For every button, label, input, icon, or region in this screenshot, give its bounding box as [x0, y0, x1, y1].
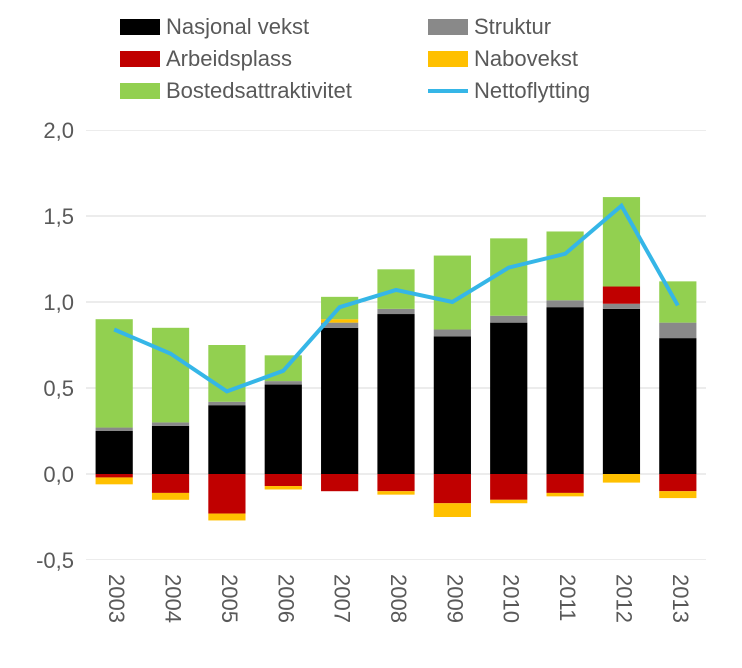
bar-segment: [321, 474, 358, 491]
x-tick-label: 2006: [272, 574, 298, 623]
bar-segment: [265, 474, 302, 486]
x-tick-label: 2009: [441, 574, 467, 623]
bar-segment: [208, 514, 245, 521]
bar-segment: [208, 474, 245, 514]
x-tick-label: 2008: [385, 574, 411, 623]
x-tick-label: 2004: [160, 574, 186, 623]
bar-segment: [152, 493, 189, 500]
legend-swatch: [428, 51, 468, 67]
x-tick-label: 2013: [667, 574, 693, 623]
x-tick-label: 2011: [554, 574, 580, 621]
legend-swatch: [120, 19, 160, 35]
bar-segment: [152, 422, 189, 425]
legend-swatch: [428, 19, 468, 35]
x-axis: 2003 2004 2005 2006 2007 2008 2009 2010 2011 2012…: [86, 568, 706, 658]
bar-segment: [490, 316, 527, 323]
bar-segment: [659, 474, 696, 491]
bar-segment: [321, 328, 358, 474]
bar-segment: [265, 486, 302, 489]
x-tick-label: 2003: [103, 574, 129, 623]
bar-segment: [208, 405, 245, 474]
bar-segment: [490, 500, 527, 503]
y-tick-label: -0,5: [0, 548, 74, 574]
bar-segment: [659, 338, 696, 474]
bar-segment: [434, 474, 471, 503]
bar-segment: [659, 491, 696, 498]
legend-swatch: [120, 83, 160, 99]
bar-segment: [152, 328, 189, 423]
bar-segment: [434, 330, 471, 337]
y-tick-label: 2,0: [0, 118, 74, 144]
bar-segment: [96, 431, 133, 474]
bar-group-2010: [490, 238, 527, 503]
plot-area: [86, 130, 706, 560]
bar-group-2007: [321, 297, 358, 491]
bar-segment: [546, 300, 583, 307]
legend-line-swatch: [428, 89, 468, 93]
legend-item: Bostedsattraktivitet: [120, 78, 404, 104]
bar-segment: [546, 493, 583, 496]
bar-segment: [377, 474, 414, 491]
bar-segment: [152, 426, 189, 474]
legend-item: Arbeidsplass: [120, 46, 404, 72]
bar-segment: [377, 491, 414, 494]
x-tick-label: 2010: [498, 574, 524, 623]
legend-label: Arbeidsplass: [166, 46, 292, 72]
bar-segment: [208, 402, 245, 405]
bar-group-2005: [208, 345, 245, 520]
bar-segment: [377, 309, 414, 314]
legend-swatch: [120, 51, 160, 67]
legend-label: Bostedsattraktivitet: [166, 78, 352, 104]
y-tick-label: 0,5: [0, 376, 74, 402]
legend-label: Nabovekst: [474, 46, 578, 72]
bar-segment: [265, 385, 302, 474]
legend-item: Nettoflytting: [428, 78, 712, 104]
bar-segment: [434, 503, 471, 517]
bar-group-2008: [377, 269, 414, 494]
bar-segment: [152, 474, 189, 493]
x-tick-label: 2012: [610, 574, 636, 623]
bar-segment: [265, 381, 302, 384]
bar-segment: [603, 304, 640, 309]
y-tick-label: 0,0: [0, 462, 74, 488]
x-tick-label: 2007: [329, 574, 355, 623]
bar-segment: [659, 323, 696, 338]
bar-group-2003: [96, 319, 133, 484]
legend-item: Nasjonal vekst: [120, 14, 404, 40]
x-tick-label: 2005: [216, 574, 242, 623]
bar-group-2011: [546, 231, 583, 496]
legend: Nasjonal vekst Struktur Arbeidsplass Nabove…: [120, 14, 712, 104]
bar-segment: [603, 197, 640, 286]
bar-segment: [603, 474, 640, 483]
bar-segment: [434, 336, 471, 474]
bar-group-2012: [603, 197, 640, 483]
legend-label: Struktur: [474, 14, 551, 40]
bar-segment: [603, 287, 640, 304]
legend-item: Nabovekst: [428, 46, 712, 72]
bar-segment: [490, 474, 527, 500]
bar-segment: [490, 323, 527, 474]
legend-label: Nasjonal vekst: [166, 14, 309, 40]
bar-segment: [96, 428, 133, 431]
bar-segment: [96, 477, 133, 484]
y-tick-label: 1,5: [0, 204, 74, 230]
chart-container: Nasjonal vekst Struktur Arbeidsplass Nabove…: [0, 0, 742, 668]
legend-label: Nettoflytting: [474, 78, 590, 104]
bar-segment: [546, 474, 583, 493]
bar-segment: [96, 474, 133, 477]
bar-segment: [377, 314, 414, 474]
bar-group-2013: [659, 281, 696, 498]
legend-item: Struktur: [428, 14, 712, 40]
bar-segment: [546, 307, 583, 474]
bar-segment: [603, 309, 640, 474]
y-tick-label: 1,0: [0, 290, 74, 316]
